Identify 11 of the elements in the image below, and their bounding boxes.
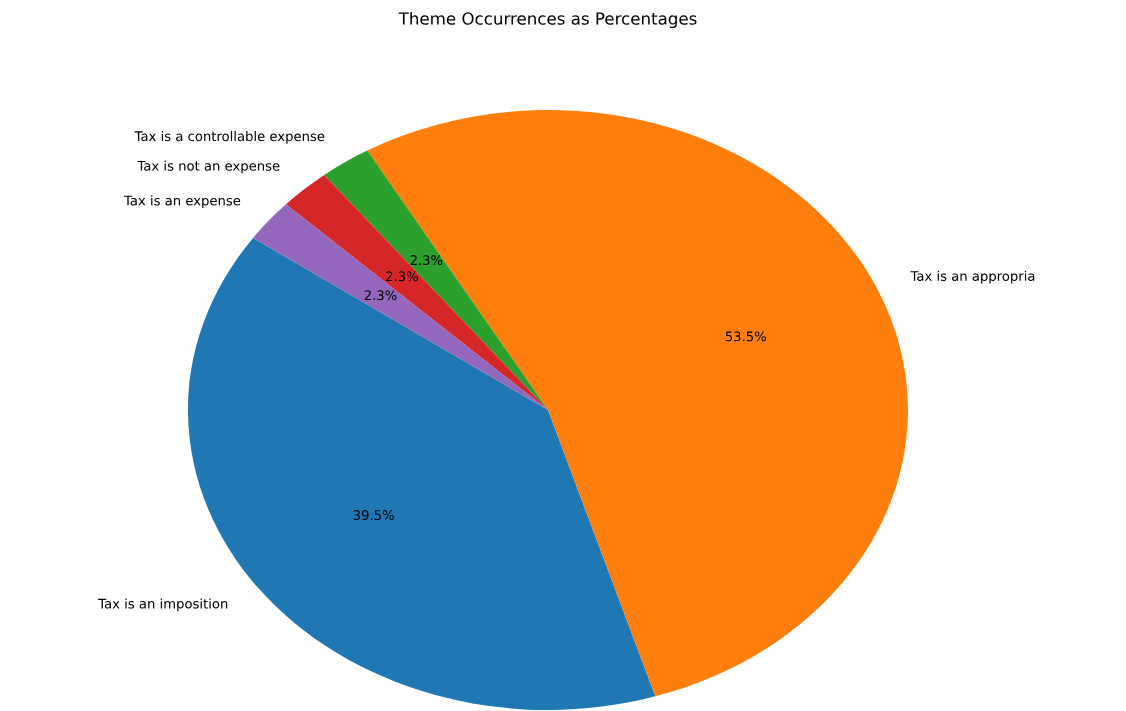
- data-label: 2.3%: [386, 271, 418, 282]
- slice-label: Tax is an expense: [123, 195, 241, 209]
- data-label: 53.5%: [725, 331, 766, 342]
- data-label: 2.3%: [364, 290, 397, 301]
- chart-title: Theme Occurrences as Percentages: [398, 11, 697, 29]
- slice-label: Tax is a controllable expense: [134, 130, 325, 144]
- slice-label: Tax is an appropria: [910, 270, 1035, 284]
- slice-label: Tax is not an expense: [137, 160, 280, 174]
- slice-label: Tax is an imposition: [98, 598, 228, 612]
- data-label: 2.3%: [410, 255, 443, 266]
- data-label: 39.5%: [353, 510, 394, 521]
